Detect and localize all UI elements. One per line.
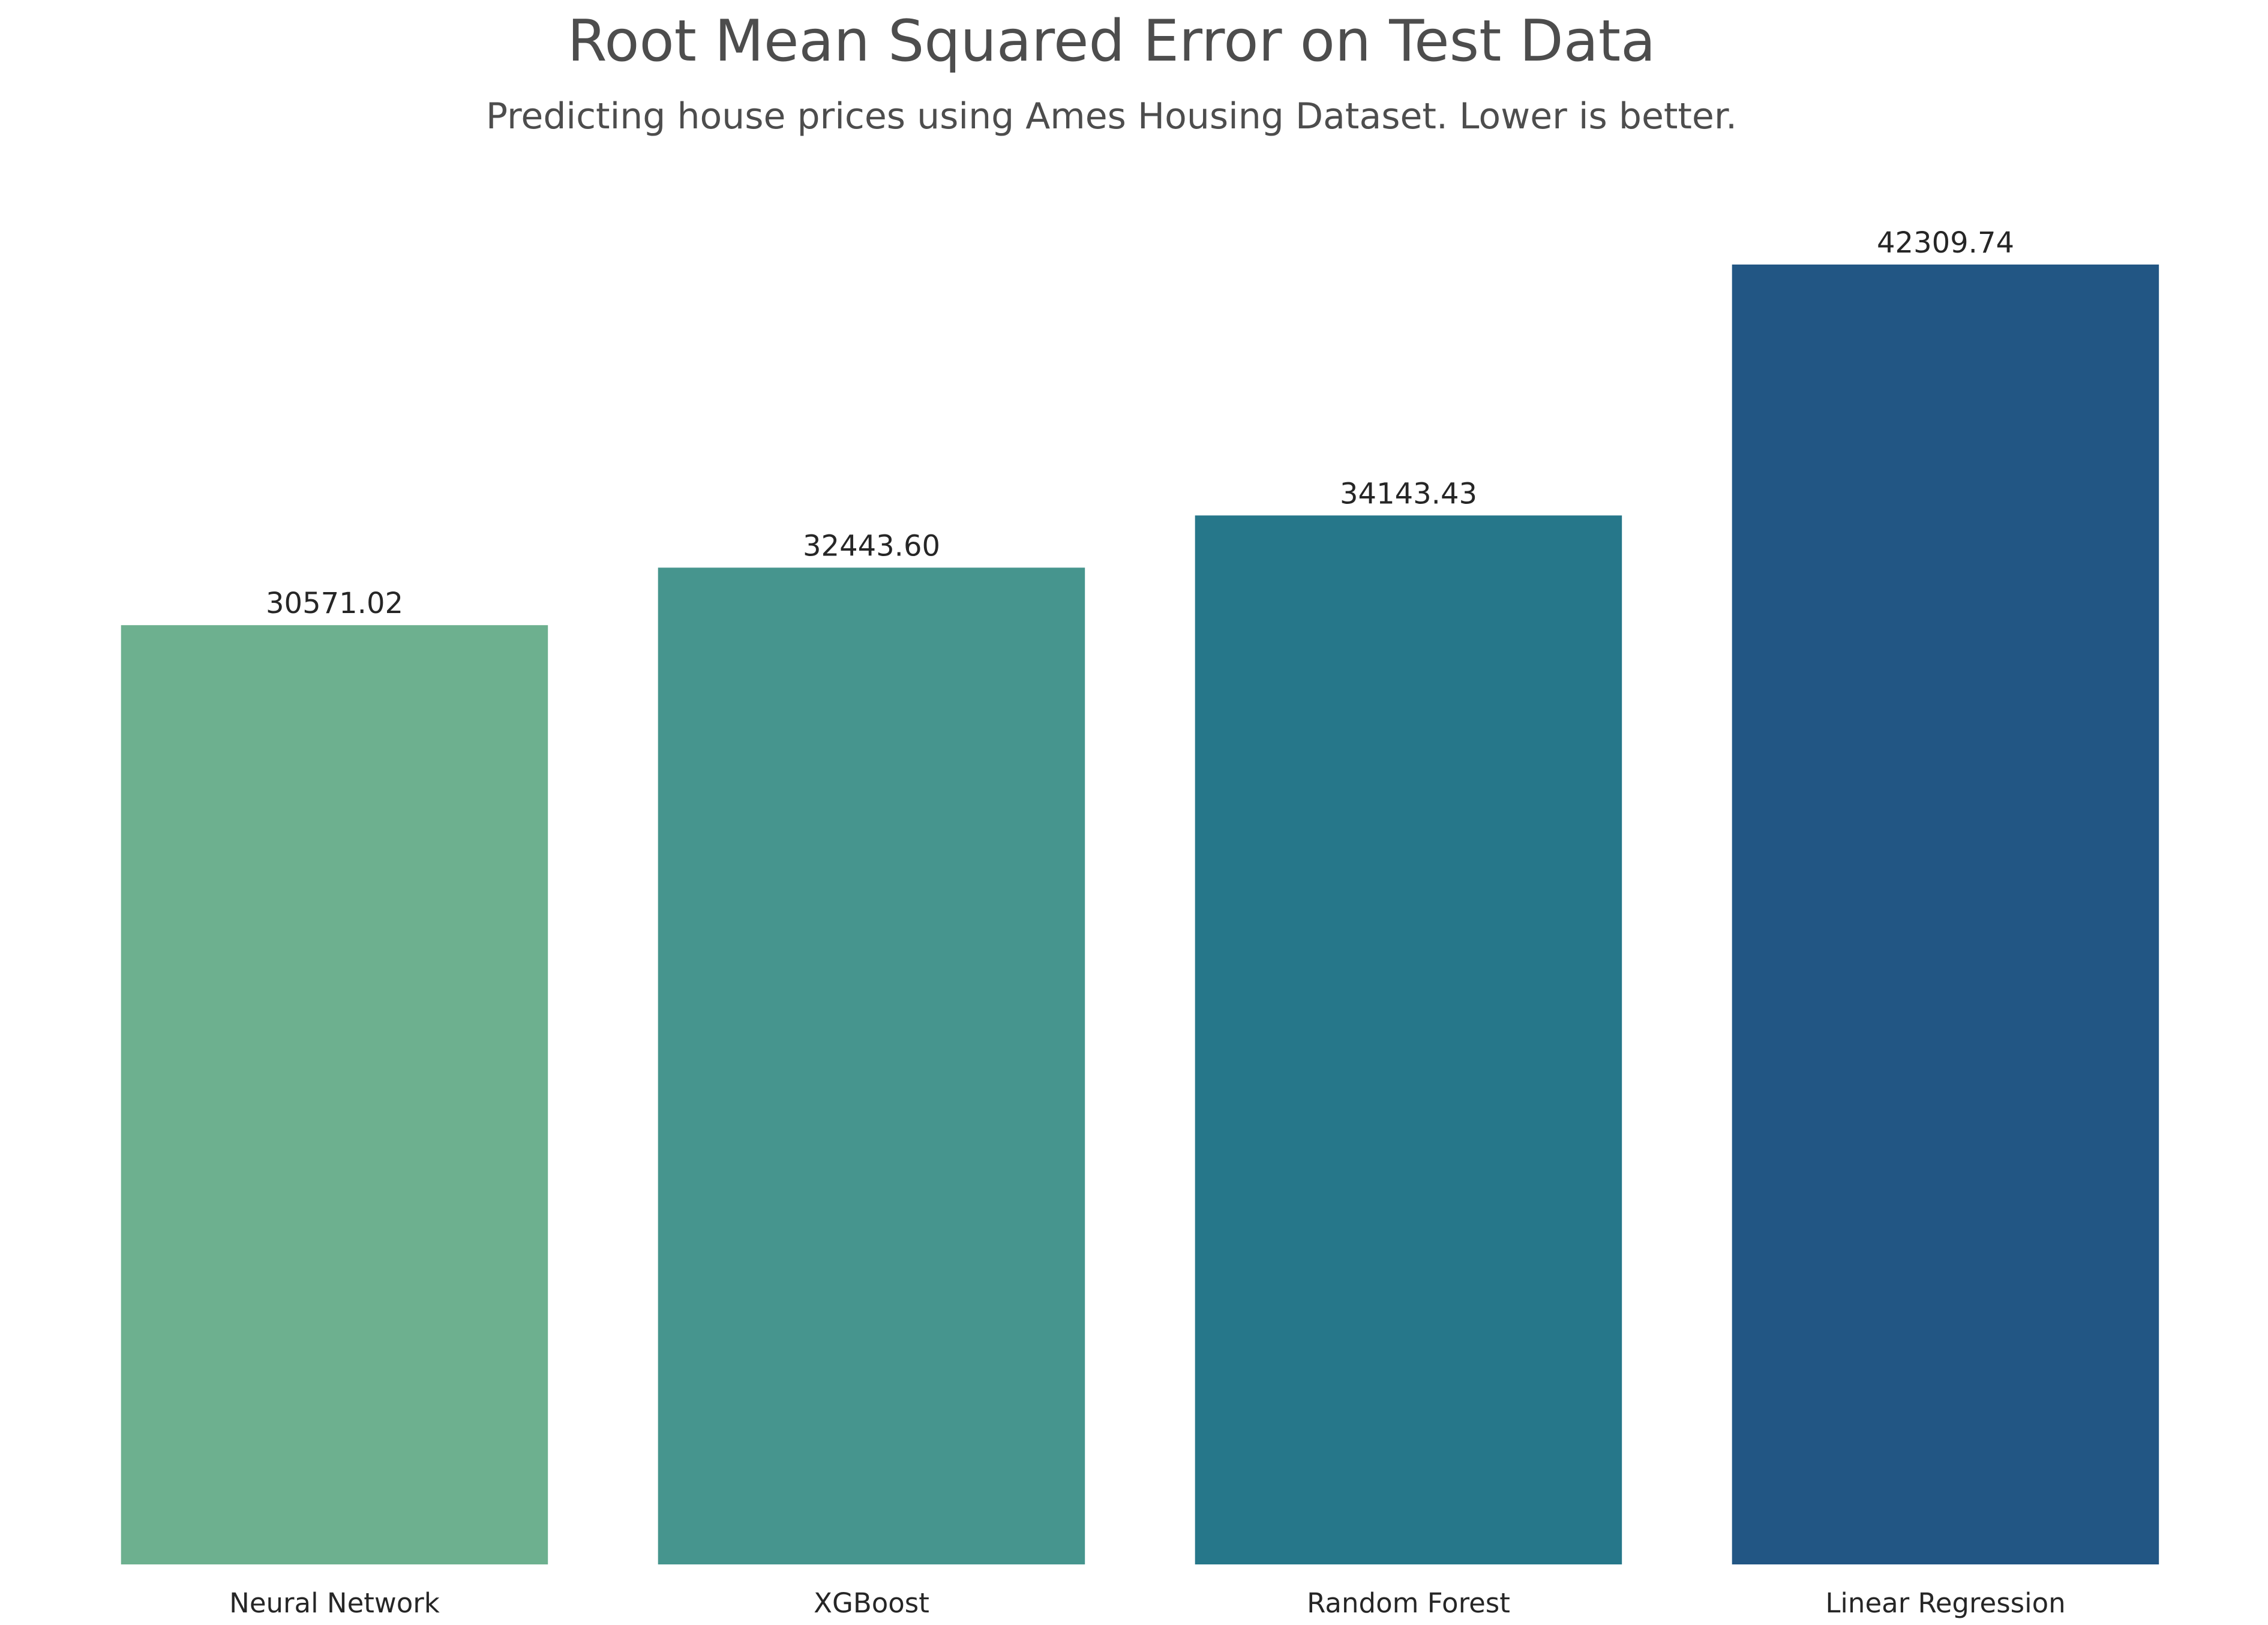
- x-tick-label: XGBoost: [814, 1587, 929, 1619]
- bar-value-label: 34143.43: [1340, 477, 1477, 510]
- bar-xgboost: [658, 567, 1085, 1564]
- x-tick-label: Random Forest: [1307, 1587, 1510, 1619]
- value-labels-layer: 30571.02 32443.60 34143.43 42309.74: [266, 226, 2014, 620]
- x-tick-label: Neural Network: [229, 1587, 440, 1619]
- bar-random-forest: [1195, 515, 1622, 1564]
- chart-title: Root Mean Squared Error on Test Data: [567, 8, 1656, 74]
- bar-value-label: 32443.60: [803, 529, 940, 563]
- bar-value-label: 30571.02: [266, 587, 403, 620]
- x-tick-labels: Neural Network XGBoost Random Forest Linear…: [229, 1587, 2065, 1619]
- bar-neural-network: [121, 625, 548, 1564]
- bar-linear-regression: [1732, 265, 2159, 1564]
- x-tick-label: Linear Regression: [1825, 1587, 2065, 1619]
- bar-value-label: 42309.74: [1877, 226, 2014, 260]
- chart-subtitle: Predicting house prices using Ames Housi…: [485, 95, 1738, 137]
- bars-layer: [121, 265, 2159, 1564]
